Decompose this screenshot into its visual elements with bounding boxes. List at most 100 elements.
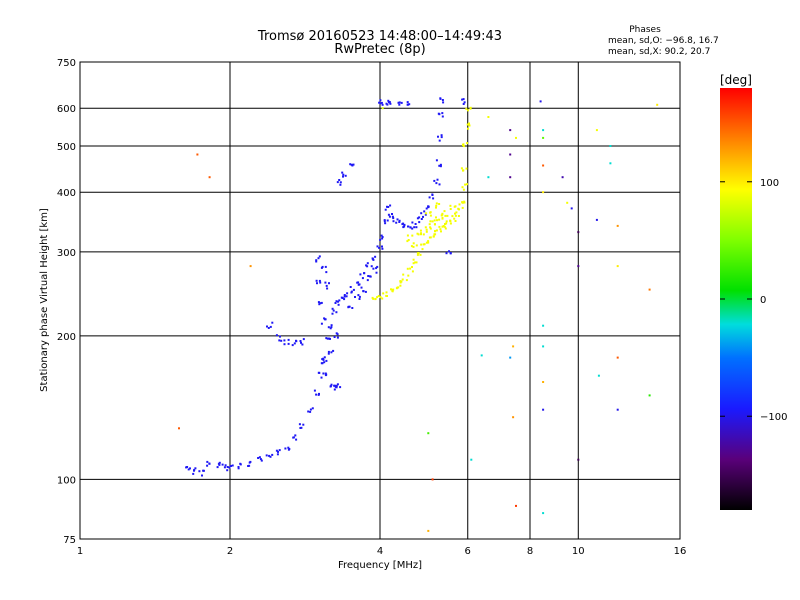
data-point (402, 273, 405, 276)
data-point (187, 468, 190, 471)
data-point (326, 337, 329, 340)
data-point (387, 99, 390, 102)
data-point (351, 307, 354, 309)
data-point (417, 252, 420, 255)
data-point (435, 229, 438, 232)
data-point (224, 464, 227, 467)
data-point (343, 294, 346, 296)
data-point (425, 230, 428, 233)
data-point (336, 333, 339, 336)
data-point (435, 202, 438, 205)
y-tick-label: 750 (57, 58, 76, 69)
data-point (542, 512, 545, 515)
data-point (325, 359, 328, 362)
data-point (648, 394, 651, 397)
data-point (461, 201, 464, 204)
data-point (445, 222, 448, 225)
data-point (381, 237, 384, 240)
data-point (277, 450, 279, 453)
data-point (425, 207, 428, 210)
data-point (445, 252, 448, 255)
data-point (384, 222, 387, 225)
data-point (269, 325, 272, 328)
data-point (331, 312, 334, 315)
data-point (361, 277, 364, 280)
data-point (454, 220, 457, 222)
data-point (324, 265, 327, 268)
data-point (398, 103, 401, 106)
data-point (372, 267, 375, 270)
data-point (454, 212, 456, 215)
data-point (299, 340, 302, 342)
data-point (487, 116, 490, 118)
data-point (358, 283, 361, 286)
data-point (379, 102, 382, 105)
data-point (287, 338, 290, 341)
data-point (440, 134, 443, 137)
data-point (319, 302, 322, 305)
data-point (381, 236, 384, 238)
data-point (202, 469, 205, 472)
data-point (356, 281, 359, 284)
data-point (396, 286, 399, 289)
data-point (509, 356, 512, 359)
data-point (432, 197, 435, 200)
data-point (341, 171, 344, 174)
data-point (380, 234, 383, 237)
data-point (330, 351, 333, 354)
data-point (320, 301, 323, 304)
data-point (440, 136, 443, 139)
data-point (208, 176, 211, 179)
data-point (416, 232, 419, 235)
data-point (409, 267, 412, 270)
data-point (438, 113, 441, 116)
data-point (239, 463, 242, 466)
data-point (457, 215, 460, 217)
colorbar-title: [deg] (720, 73, 752, 87)
data-point (323, 356, 326, 359)
x-tick-label: 16 (674, 546, 687, 557)
data-point (365, 264, 368, 267)
y-axis-label: Stationary phase Virtual Height [km] (39, 208, 50, 392)
data-point (542, 324, 545, 327)
data-point (331, 307, 334, 310)
data-point (453, 217, 456, 220)
data-point (466, 183, 468, 186)
data-point (427, 241, 430, 244)
data-point (427, 529, 430, 532)
data-point (336, 383, 339, 386)
data-point (237, 467, 240, 470)
colorbar-tick-label: 0 (760, 295, 766, 306)
data-point (423, 210, 426, 213)
data-point (344, 174, 347, 177)
data-point (395, 221, 398, 224)
data-point (335, 300, 338, 303)
data-point (315, 393, 318, 396)
data-point (350, 290, 353, 293)
data-point (327, 326, 330, 329)
data-point (322, 372, 325, 375)
data-point (449, 252, 452, 254)
data-point (432, 235, 435, 238)
data-point (295, 340, 298, 343)
data-point (223, 466, 226, 469)
data-point (420, 243, 423, 246)
data-point (275, 449, 278, 452)
data-point (389, 102, 392, 105)
colorbar-ticks: 100 0 −100 (720, 178, 787, 423)
data-point (442, 225, 445, 227)
data-point (609, 162, 612, 165)
data-point (318, 303, 321, 306)
data-point (237, 466, 240, 468)
data-point (322, 358, 325, 361)
data-point (336, 181, 339, 184)
data-point (317, 301, 320, 304)
data-point (433, 233, 436, 236)
data-point (463, 101, 466, 104)
data-point (595, 218, 598, 221)
data-point (231, 464, 234, 467)
data-point (429, 220, 432, 223)
data-point (315, 259, 318, 262)
data-point (378, 246, 381, 249)
x-tick-label: 2 (227, 546, 233, 557)
